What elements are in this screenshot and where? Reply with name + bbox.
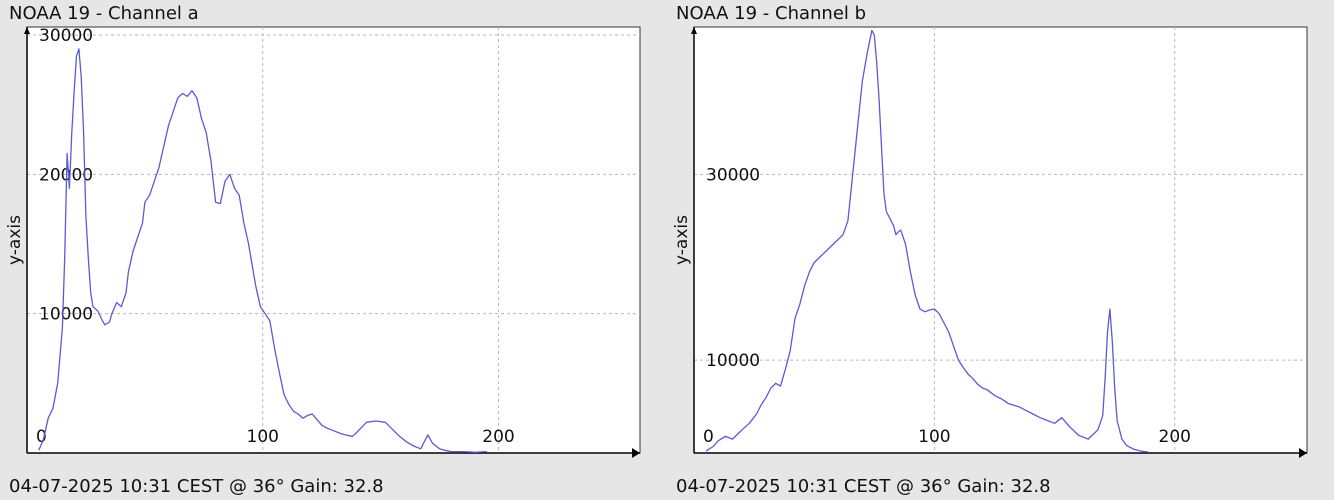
- chart-footer: 04-07-2025 10:31 CEST @ 36° Gain: 32.8: [9, 476, 384, 497]
- chart-panel-channel-b: NOAA 19 - Channel b 0 100 200 10000 30000 y-a…: [667, 0, 1334, 500]
- x-tick-label: 0: [36, 427, 47, 447]
- y-axis-arrow-icon: [24, 27, 30, 34]
- line-chart-channel-b: 0 100 200 10000 30000 y-axis: [672, 26, 1308, 458]
- plot-area: [693, 26, 1308, 454]
- y-tick-label: 30000: [706, 165, 760, 185]
- y-axis-arrow-icon: [691, 27, 697, 34]
- series-line: [705, 29, 1149, 453]
- x-tick-label: 0: [703, 427, 714, 447]
- chart-title: NOAA 19 - Channel b: [676, 3, 867, 24]
- chart-title: NOAA 19 - Channel a: [9, 3, 199, 24]
- chart-panel-channel-a: NOAA 19 - Channel a 0 100 200 10000 20000 300…: [5, 3, 641, 497]
- x-axis-arrow-icon: [632, 448, 640, 458]
- x-axis-arrow-icon: [1299, 448, 1307, 458]
- y-tick-label: 10000: [39, 305, 93, 325]
- plot-area: [26, 26, 641, 454]
- chart-footer: 04-07-2025 10:31 CEST @ 36° Gain: 32.8: [676, 476, 1051, 497]
- x-tick-label: 200: [482, 427, 514, 447]
- series-line: [38, 48, 487, 453]
- y-tick-label: 10000: [706, 351, 760, 371]
- y-axis-label: y-axis: [672, 215, 692, 265]
- y-tick-label: 30000: [39, 26, 93, 46]
- x-tick-label: 200: [1159, 427, 1191, 447]
- y-axis-label: y-axis: [5, 215, 25, 265]
- x-tick-label: 100: [247, 427, 279, 447]
- x-tick-label: 100: [918, 427, 950, 447]
